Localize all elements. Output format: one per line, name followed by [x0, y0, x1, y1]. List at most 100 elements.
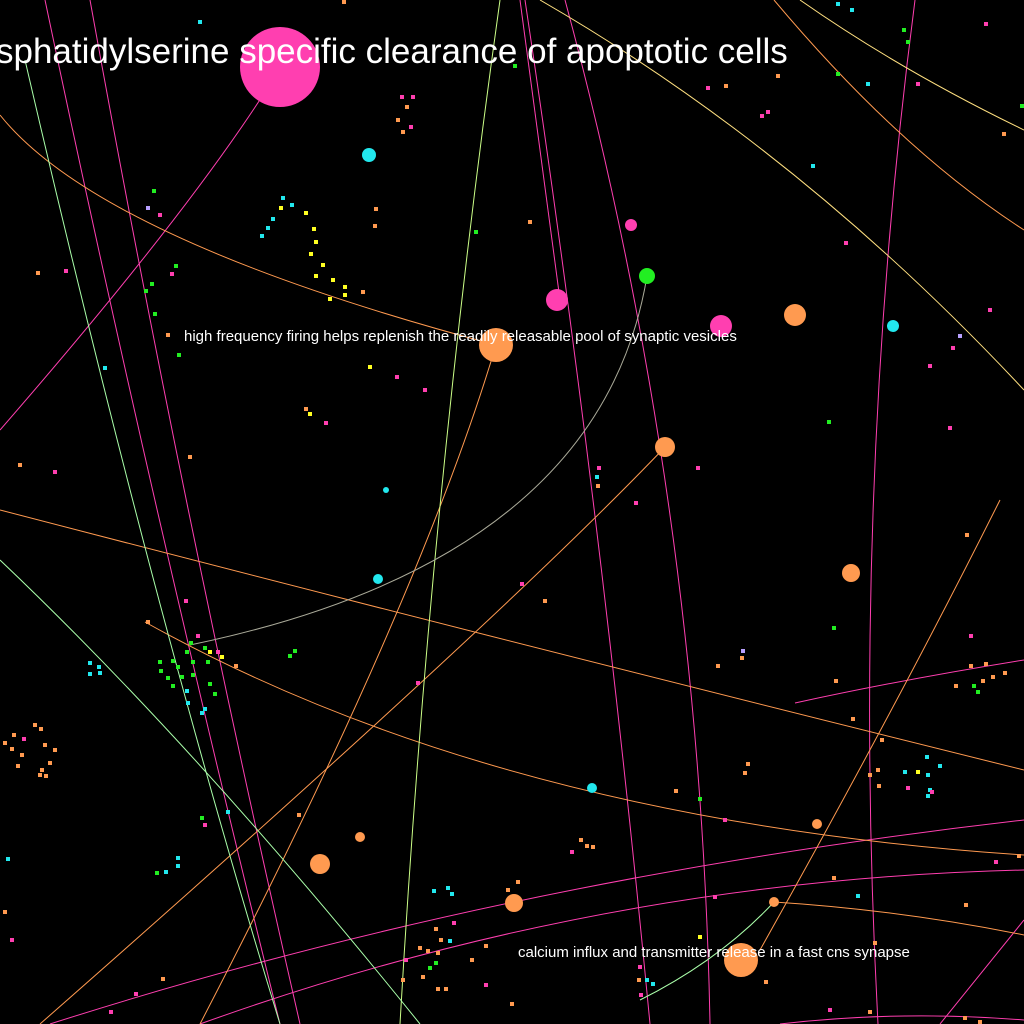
small-node — [189, 641, 193, 645]
edge — [773, 901, 1024, 936]
edge — [0, 67, 281, 431]
small-node — [158, 213, 162, 217]
small-node — [343, 285, 347, 289]
small-node — [288, 654, 292, 658]
small-node — [39, 727, 43, 731]
node-orange[interactable] — [655, 437, 675, 457]
node-cyan[interactable] — [587, 783, 597, 793]
edge — [639, 901, 775, 1001]
edge — [799, 0, 1024, 131]
small-node — [293, 649, 297, 653]
small-node — [724, 84, 728, 88]
small-node — [706, 86, 710, 90]
edge — [564, 0, 711, 1024]
node-orange[interactable] — [355, 832, 365, 842]
node-orange-hub[interactable] — [479, 328, 513, 362]
small-node — [528, 220, 532, 224]
small-node — [421, 975, 425, 979]
node-pink[interactable] — [546, 289, 568, 311]
small-node — [6, 857, 10, 861]
small-node — [439, 938, 443, 942]
small-node — [880, 738, 884, 742]
small-node — [405, 105, 409, 109]
small-node — [134, 992, 138, 996]
small-node — [164, 870, 168, 874]
small-node — [928, 364, 932, 368]
small-node — [177, 353, 181, 357]
small-node — [951, 346, 955, 350]
node-cyan[interactable] — [383, 487, 389, 493]
small-node — [811, 164, 815, 168]
small-node — [446, 886, 450, 890]
small-node — [436, 951, 440, 955]
small-node — [373, 224, 377, 228]
edge — [0, 509, 1024, 771]
node-orange[interactable] — [812, 819, 822, 829]
small-node — [3, 910, 7, 914]
node-cyan[interactable] — [362, 148, 376, 162]
edge — [773, 0, 1024, 231]
small-node — [404, 958, 408, 962]
small-node — [48, 761, 52, 765]
small-node — [98, 671, 102, 675]
node-orange[interactable] — [505, 894, 523, 912]
small-node — [203, 823, 207, 827]
node-green[interactable] — [639, 268, 655, 284]
small-node — [434, 927, 438, 931]
small-node — [916, 770, 920, 774]
small-node — [510, 1002, 514, 1006]
small-node — [208, 650, 212, 654]
node-hub-pink[interactable] — [240, 27, 320, 107]
node-pink[interactable] — [625, 219, 637, 231]
small-node — [543, 599, 547, 603]
small-node — [38, 773, 42, 777]
small-node — [868, 773, 872, 777]
node-orange[interactable] — [310, 854, 330, 874]
small-node — [103, 366, 107, 370]
small-node — [850, 8, 854, 12]
small-node — [150, 282, 154, 286]
small-node — [638, 965, 642, 969]
small-node — [976, 690, 980, 694]
small-node — [856, 894, 860, 898]
small-node — [1003, 671, 1007, 675]
node-cyan[interactable] — [373, 574, 383, 584]
node-orange[interactable] — [769, 897, 779, 907]
small-node — [158, 660, 162, 664]
node-cyan[interactable] — [887, 320, 899, 332]
small-node — [271, 217, 275, 221]
small-node — [925, 755, 929, 759]
small-node — [88, 661, 92, 665]
small-node — [188, 455, 192, 459]
small-node — [828, 1008, 832, 1012]
small-node — [16, 764, 20, 768]
small-node — [938, 764, 942, 768]
small-node — [746, 762, 750, 766]
small-node — [308, 412, 312, 416]
small-node — [36, 271, 40, 275]
small-node — [450, 892, 454, 896]
small-node — [186, 701, 190, 705]
small-node — [991, 675, 995, 679]
node-pink[interactable] — [710, 315, 732, 337]
small-node — [281, 196, 285, 200]
edge — [199, 869, 1024, 1024]
small-node — [279, 206, 283, 210]
small-node — [978, 1020, 982, 1024]
small-node — [474, 230, 478, 234]
small-node — [776, 74, 780, 78]
small-node — [432, 889, 436, 893]
small-node — [176, 864, 180, 868]
small-node — [226, 810, 230, 814]
small-node — [234, 664, 238, 668]
edge — [199, 344, 497, 1024]
small-node — [906, 786, 910, 790]
small-node — [579, 838, 583, 842]
node-orange-hub[interactable] — [724, 943, 758, 977]
small-node — [176, 665, 180, 669]
small-node — [144, 289, 148, 293]
node-orange[interactable] — [842, 564, 860, 582]
node-orange[interactable] — [784, 304, 806, 326]
small-node — [185, 689, 189, 693]
